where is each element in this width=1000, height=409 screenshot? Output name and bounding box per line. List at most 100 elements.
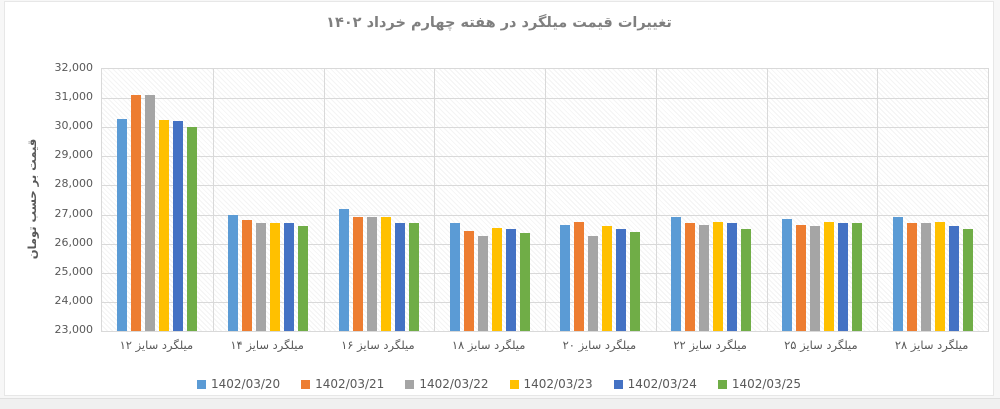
bar: [270, 223, 281, 331]
x-axis-label: میلگرد سایز ۱۸: [451, 338, 526, 352]
legend-label: 1402/03/22: [419, 377, 489, 391]
bar: [934, 221, 945, 331]
bar: [699, 224, 710, 331]
bar: [408, 223, 419, 331]
category-separator: [766, 69, 768, 331]
y-tick-label: 25,000: [54, 264, 94, 278]
bar-group: [324, 69, 435, 331]
bar: [560, 224, 571, 331]
category-separator: [434, 69, 436, 331]
bar: [588, 236, 599, 331]
legend-swatch-icon: [613, 379, 623, 389]
bar-group: [213, 69, 324, 331]
bar: [781, 218, 792, 331]
y-tick-label: 23,000: [54, 323, 94, 336]
bar: [892, 217, 903, 331]
bar: [187, 127, 198, 331]
y-tick-label: 28,000: [54, 177, 94, 191]
bar: [602, 226, 613, 331]
bar: [298, 226, 309, 331]
bar: [616, 229, 627, 331]
legend-item: 1402/03/21: [301, 377, 384, 391]
bar: [713, 221, 724, 331]
x-axis-label: میلگرد سایز ۱۴: [230, 338, 304, 352]
bar: [284, 223, 295, 331]
legend-label: 1402/03/21: [315, 377, 385, 391]
bar: [117, 118, 128, 331]
bar: [242, 220, 253, 331]
bar: [366, 217, 377, 331]
x-axis-label: میلگرد سایز ۲۵: [784, 338, 858, 352]
legend-item: 1402/03/24: [613, 377, 697, 391]
bar: [131, 95, 142, 331]
bar-groups: [102, 69, 988, 331]
bar: [145, 95, 156, 331]
x-axis-label: میلگرد سایز ۱۲: [119, 338, 194, 352]
bar: [228, 214, 239, 331]
y-tick-label: 27,000: [54, 206, 94, 220]
bar-group: [434, 69, 545, 331]
bar: [685, 223, 696, 331]
bar: [505, 229, 516, 331]
legend-item: 1402/03/25: [717, 377, 802, 391]
legend-label: 1402/03/20: [210, 377, 281, 391]
bar: [823, 221, 834, 331]
y-tick-label: 32,000: [54, 61, 94, 74]
bar-group: [102, 69, 213, 331]
bar: [519, 233, 530, 331]
bar: [962, 229, 973, 331]
bar: [948, 226, 959, 331]
legend-item: 1402/03/23: [509, 377, 593, 391]
bar: [394, 223, 405, 331]
x-axis-label: میلگرد سایز ۲۰: [562, 338, 637, 352]
y-tick-label: 29,000: [54, 148, 94, 162]
bar: [256, 223, 267, 331]
bar-group: [545, 69, 656, 331]
x-axis-labels: میلگرد سایز ۱۲ میلگرد سایز ۱۴ میلگرد سایز …: [101, 338, 987, 352]
bar: [837, 223, 848, 331]
x-axis-label: میلگرد سایز ۲۸: [894, 338, 969, 352]
bar: [795, 224, 806, 331]
legend-item: 1402/03/22: [405, 377, 489, 391]
bar-group: [656, 69, 767, 331]
bar: [173, 121, 184, 331]
bar: [338, 208, 349, 331]
bar: [809, 226, 820, 331]
category-separator: [212, 69, 214, 331]
legend-label: 1402/03/24: [627, 377, 697, 391]
bar: [920, 223, 931, 331]
category-separator: [877, 69, 879, 331]
legend-label: 1402/03/25: [731, 377, 802, 391]
bottom-strip: [0, 398, 1000, 409]
bar: [671, 217, 682, 331]
bar: [380, 217, 391, 331]
x-axis-label: میلگرد سایز ۱۶: [341, 338, 415, 352]
plot-area: [101, 68, 989, 332]
chart-title: تغییرات قیمت میلگرد در هفته چهارم خرداد …: [326, 15, 672, 31]
bar-group: [767, 69, 878, 331]
bar: [630, 232, 641, 331]
bar: [727, 223, 738, 331]
y-tick-label: 26,000: [54, 235, 94, 249]
bar: [352, 217, 363, 331]
y-tick-label: 24,000: [54, 293, 94, 307]
bar: [574, 221, 585, 331]
bar: [491, 227, 502, 331]
legend-swatch-icon: [405, 379, 415, 389]
category-separator: [545, 69, 546, 331]
y-tick-label: 30,000: [54, 119, 94, 133]
category-separator: [655, 69, 657, 331]
bar: [477, 236, 488, 331]
legend-swatch-icon: [509, 379, 519, 389]
legend-item: 1402/03/20: [196, 377, 281, 391]
bar: [449, 223, 460, 331]
bar: [906, 223, 917, 331]
x-axis-label: میلگرد سایز ۲۲: [673, 338, 747, 352]
bar: [741, 229, 752, 331]
legend-swatch-icon: [717, 379, 727, 389]
bar: [463, 230, 474, 331]
y-tick-label: 31,000: [54, 90, 94, 104]
chart-frame: تغییرات قیمت میلگرد در هفته چهارم خرداد …: [4, 1, 994, 396]
bar: [851, 223, 862, 331]
legend-swatch-icon: [196, 379, 206, 389]
